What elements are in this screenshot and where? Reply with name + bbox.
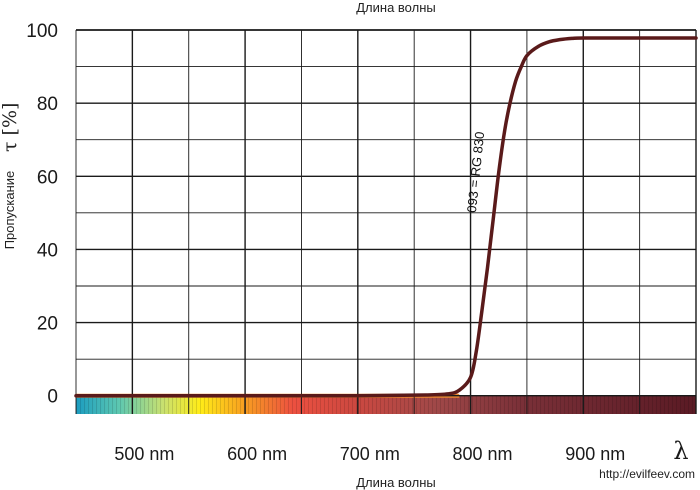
x-axis-title-top: Длина волны bbox=[356, 0, 436, 15]
x-tick-label: 900 nm bbox=[565, 444, 625, 464]
x-tick-label: 700 nm bbox=[340, 444, 400, 464]
x-tick-label: 800 nm bbox=[453, 444, 513, 464]
grid-lines bbox=[75, 29, 697, 414]
x-tick-label: 600 nm bbox=[227, 444, 287, 464]
x-tick-labels: 500 nm 600 nm 700 nm 800 nm 900 nm bbox=[114, 444, 625, 464]
y-tick-label: 100 bbox=[26, 21, 58, 42]
spectrum-stripes bbox=[76, 395, 696, 414]
y-tick-label: 40 bbox=[37, 240, 58, 261]
x-axis-lambda: λ bbox=[673, 437, 688, 465]
y-axis-title-text: Пропускание bbox=[2, 171, 17, 250]
x-axis-title-bottom: Длина волны bbox=[356, 475, 436, 490]
y-tick-label: 80 bbox=[37, 94, 58, 115]
series-line bbox=[74, 36, 698, 398]
y-tick-label: 60 bbox=[37, 167, 58, 188]
watermark-url: http://evilfeev.com bbox=[599, 467, 695, 481]
y-tick-labels: 100 80 60 40 20 0 bbox=[26, 21, 58, 408]
y-axis-symbol: τ [%] bbox=[0, 103, 21, 152]
y-axis-title: Пропускание τ [%] bbox=[0, 103, 21, 250]
plot-area bbox=[74, 29, 698, 414]
y-tick-label: 20 bbox=[37, 314, 58, 335]
x-tick-label: 500 nm bbox=[114, 444, 174, 464]
series-label: 093 = RG 830 bbox=[464, 131, 487, 213]
y-tick-label: 0 bbox=[47, 387, 58, 408]
